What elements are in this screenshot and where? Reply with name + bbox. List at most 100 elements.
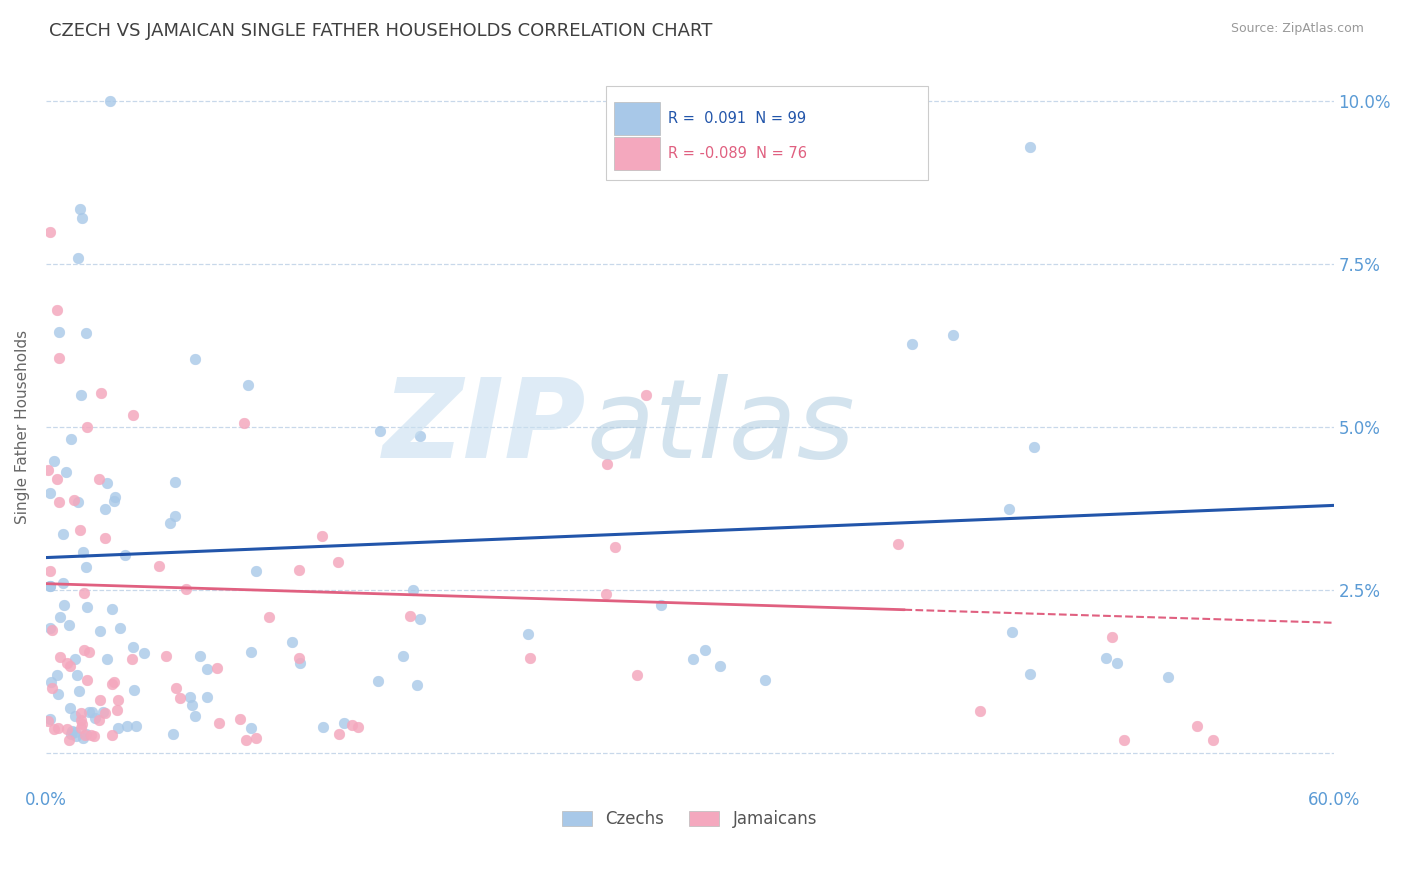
Point (63, 652, 86, 666)
Point (76, 600, 98, 615)
Point (969, 704, 991, 718)
Point (48, 325, 70, 339)
Point (163, 509, 186, 524)
Point (69, 523, 91, 537)
Y-axis label: Single Father Households: Single Father Households (15, 330, 30, 524)
Point (340, 718, 363, 732)
Point (49, 610, 72, 624)
Point (1107, 656, 1129, 670)
Point (754, 673, 776, 687)
Point (208, 716, 231, 731)
Point (41, 623, 63, 637)
Point (70, 211, 93, 226)
Point (332, 716, 354, 731)
Point (368, 424, 391, 438)
Point (709, 658, 731, 673)
Point (96, 652, 118, 666)
Point (409, 429, 432, 443)
Point (84, 711, 107, 725)
Point (72, 545, 94, 559)
Point (626, 667, 648, 681)
Point (695, 643, 717, 657)
Point (100, 676, 122, 690)
Point (399, 609, 422, 624)
Point (75, 326, 97, 341)
Point (281, 635, 304, 649)
Point (174, 582, 197, 596)
Point (596, 458, 619, 472)
Point (75, 728, 97, 742)
Point (101, 728, 124, 742)
Point (1101, 631, 1123, 645)
Point (181, 698, 204, 713)
Point (69, 721, 91, 735)
Point (94, 706, 117, 721)
Point (67, 251, 90, 265)
Point (184, 352, 207, 367)
Point (901, 337, 924, 351)
Point (402, 582, 425, 597)
Point (48, 495, 70, 509)
Point (55, 465, 77, 479)
Point (37, 463, 59, 477)
Point (159, 516, 181, 531)
Point (1185, 719, 1208, 733)
Point (188, 649, 211, 664)
Point (96, 475, 118, 490)
Point (94, 502, 117, 516)
FancyBboxPatch shape (606, 87, 928, 179)
Point (205, 661, 228, 675)
Point (63, 725, 86, 739)
Point (409, 612, 432, 626)
Point (107, 721, 129, 735)
Point (603, 540, 626, 554)
Text: Source: ZipAtlas.com: Source: ZipAtlas.com (1230, 22, 1364, 36)
Point (52, 575, 75, 590)
Point (114, 548, 136, 562)
Point (1156, 670, 1178, 684)
Point (66, 668, 89, 682)
Point (39, 225, 62, 239)
Point (235, 732, 257, 747)
Point (77, 645, 100, 659)
Point (73, 643, 96, 657)
Point (39, 486, 62, 500)
Point (195, 690, 218, 704)
Point (69, 202, 91, 216)
Point (942, 328, 965, 343)
Point (312, 720, 335, 734)
Legend: Czechs, Jamaicans: Czechs, Jamaicans (555, 804, 824, 835)
Text: R =  0.091  N = 99: R = 0.091 N = 99 (668, 111, 806, 126)
Point (70, 714, 93, 728)
Point (595, 587, 617, 601)
Point (1112, 733, 1135, 747)
Point (115, 719, 138, 733)
Point (239, 644, 262, 658)
Point (87, 472, 110, 486)
Point (125, 719, 148, 733)
Point (59, 700, 82, 714)
Point (67, 495, 90, 509)
Point (73, 585, 96, 599)
Point (328, 555, 350, 569)
Point (887, 537, 910, 551)
Point (41, 681, 63, 696)
Point (56, 722, 79, 736)
Point (58, 617, 80, 632)
Point (516, 627, 538, 641)
Point (52, 527, 75, 541)
Point (103, 493, 125, 508)
Point (311, 529, 333, 543)
Point (59, 727, 82, 741)
Point (155, 648, 177, 663)
Point (122, 640, 145, 655)
Point (90, 386, 112, 401)
Point (60, 723, 83, 738)
Point (69, 387, 91, 401)
Point (122, 682, 145, 697)
Text: R = -0.089  N = 76: R = -0.089 N = 76 (668, 146, 807, 161)
Point (65, 708, 87, 723)
Point (49, 650, 72, 665)
Point (75, 560, 97, 574)
Point (45, 302, 67, 317)
